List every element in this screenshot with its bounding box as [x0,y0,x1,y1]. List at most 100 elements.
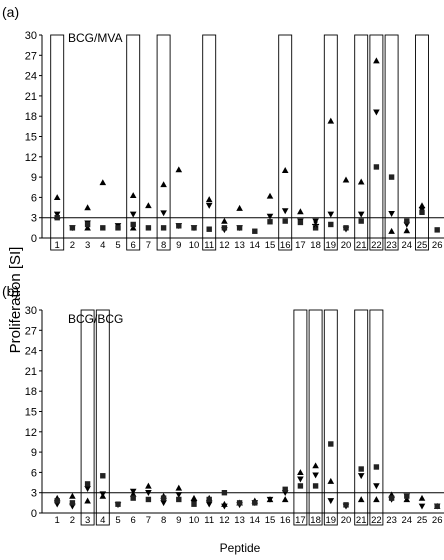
point-square [388,174,395,180]
y-tick-label: 30 [25,305,37,317]
point-square [434,227,440,233]
x-tick-label: 14 [250,240,261,251]
x-tick-label: 5 [115,515,120,526]
x-tick-label: 19 [326,240,337,251]
x-tick-label: 26 [432,515,443,526]
point-square [373,464,380,470]
y-tick-label: 9 [31,172,37,184]
point-triangle-down [129,488,137,495]
point-triangle-up [281,496,289,503]
y-tick-label: 24 [25,71,37,83]
point-triangle-up [418,202,426,209]
y-tick-label: 6 [31,467,37,479]
point-triangle-up [190,494,198,501]
point-triangle-down [418,503,426,510]
x-tick-label: 19 [326,515,337,526]
x-tick-label: 9 [176,515,181,526]
x-tick-label: 2 [70,515,75,526]
point-triangle-down [312,472,319,479]
y-tick-label: 21 [25,366,37,378]
point-square [191,501,197,507]
point-triangle-down [388,211,395,217]
x-tick-label: 16 [280,515,291,526]
x-tick-label: 8 [161,240,166,251]
point-square [221,490,228,496]
y-tick-label: 21 [25,91,37,103]
point-square [54,498,60,504]
x-tick-label: 21 [356,515,367,526]
point-triangle-down [53,211,61,218]
highlight-box-23 [384,34,399,251]
point-square [191,225,197,231]
point-triangle-up [357,496,365,503]
point-triangle-up [145,482,152,489]
point-triangle-up [373,496,380,503]
point-square [267,219,273,225]
point-triangle-up [373,57,380,64]
x-tick-label: 25 [417,515,428,526]
x-tick-label: 12 [219,240,230,251]
point-square [388,495,395,501]
x-tick-label: 20 [341,240,352,251]
y-tick-label: 12 [25,427,37,439]
point-triangle-down [221,503,228,510]
point-square [100,225,106,231]
highlight-box-19 [323,34,338,251]
point-square [160,495,167,501]
panel-title: BCG/MVA [68,31,122,45]
point-triangle-up [84,224,91,231]
x-tick-label: 7 [146,515,151,526]
point-square [130,221,136,228]
point-triangle-up [297,469,304,476]
x-tick-label: 23 [386,240,397,251]
y-tick-label: 12 [25,152,37,164]
point-triangle-down [160,210,167,217]
highlight-box-4 [95,309,110,526]
point-triangle-up [221,217,228,224]
x-tick-label: 15 [265,240,276,251]
point-triangle-down [327,498,335,505]
y-tick-label: 6 [31,192,37,204]
point-triangle-up [266,192,274,199]
point-square [84,221,91,228]
point-triangle-up [53,194,61,201]
point-triangle-down [160,500,167,507]
y-tick-label: 24 [25,346,37,358]
x-tick-label: 13 [234,240,245,251]
point-triangle-up [205,196,213,203]
y-axis-label: Proliferation [SI] [7,247,24,354]
x-tick-label: 18 [310,515,321,526]
x-tick-label: 9 [176,240,181,251]
x-tick-label: 6 [131,240,136,251]
point-triangle-down [205,501,213,508]
y-tick-label: 15 [25,407,37,419]
x-tick-label: 3 [85,515,90,526]
x-tick-label: 10 [189,240,200,251]
y-tick-label: 15 [25,132,37,144]
highlight-box-21 [354,309,369,526]
x-tick-label: 20 [341,515,352,526]
highlight-box-22 [369,309,384,526]
x-tick-label: 4 [100,515,105,526]
point-triangle-down [357,473,365,480]
x-tick-label: 7 [146,240,151,251]
x-tick-label: 4 [100,240,105,251]
point-square [54,215,60,221]
point-triangle-up [129,192,137,199]
point-triangle-up [312,462,319,469]
x-tick-label: 11 [204,515,214,526]
y-tick-label: 0 [31,508,37,520]
x-tick-label: 23 [386,515,397,526]
point-square [69,225,76,231]
point-triangle-up [357,178,365,185]
point-square [115,225,121,231]
x-axis-label: Peptide [220,541,261,555]
x-tick-label: 13 [234,515,245,526]
x-tick-label: 1 [55,515,60,526]
point-triangle-down [297,476,304,483]
point-square [358,218,364,224]
point-square [404,218,410,224]
x-tick-label: 18 [310,240,321,251]
